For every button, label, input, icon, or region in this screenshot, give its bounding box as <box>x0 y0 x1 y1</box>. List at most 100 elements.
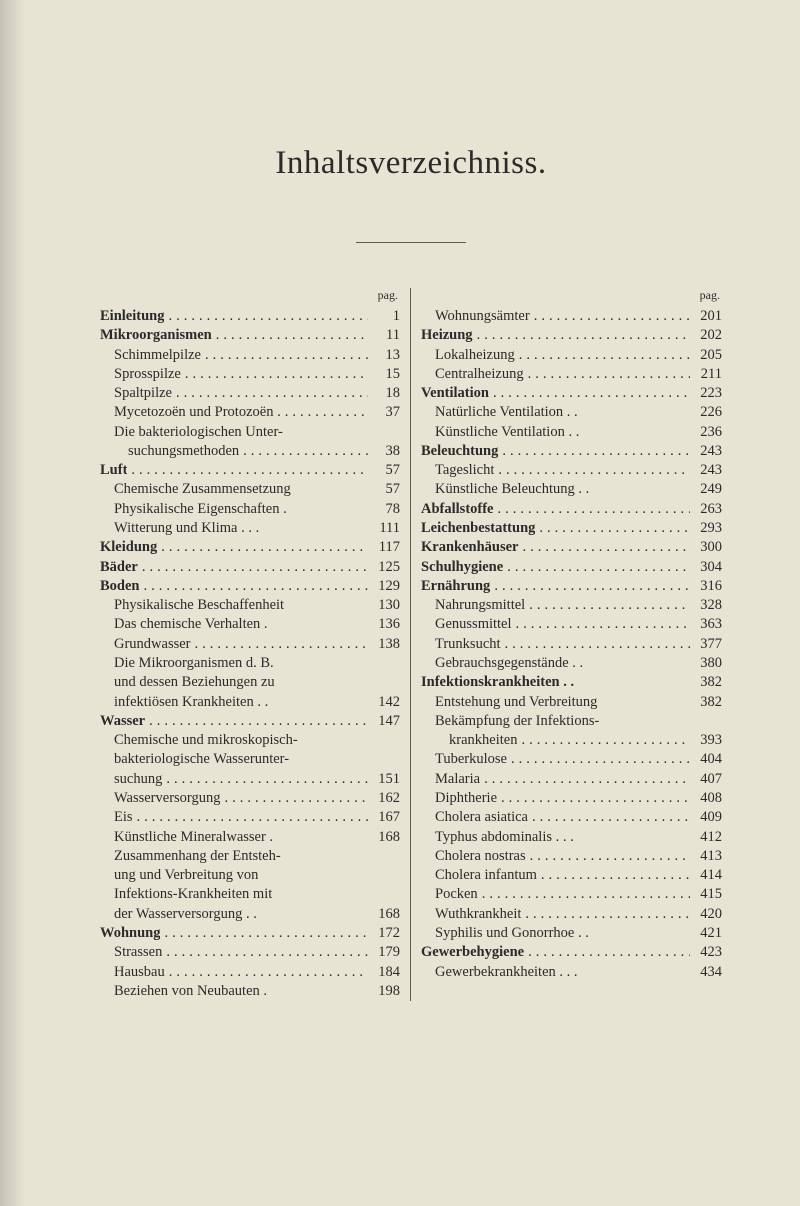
toc-entry-page: 226 <box>690 403 722 422</box>
toc-entry: Centralheizung 211 <box>421 365 722 384</box>
toc-entry-page: 412 <box>690 828 722 847</box>
toc-entry: Witterung und Klima . . .111 <box>100 519 400 538</box>
toc-entry: Ventilation223 <box>421 384 722 403</box>
toc-entry: der Wasserversorgung . .168 <box>100 905 400 924</box>
toc-entry-page: 380 <box>690 654 722 673</box>
toc-column-right: pag. Wohnungsämter201Heizung202Lokalheiz… <box>411 288 722 1001</box>
toc-entry: Eis167 <box>100 808 400 827</box>
toc-entry-page: 223 <box>690 384 722 403</box>
toc-entry: Mycetozoën und Protozoën .37 <box>100 403 400 422</box>
toc-entry-label: Malaria <box>435 770 480 789</box>
toc-entry: Die Mikroorganismen d. B. <box>100 654 400 673</box>
toc-entry-label: Künstliche Beleuchtung . . <box>435 480 589 499</box>
toc-entry-label: Natürliche Ventilation . . <box>435 403 578 422</box>
toc-entry-label: Krankenhäuser <box>421 538 519 557</box>
toc-entry-label: Witterung und Klima . . . <box>114 519 259 538</box>
toc-entry-page: 168 <box>368 905 400 924</box>
toc-leader-dots <box>140 577 369 596</box>
toc-entry-page: 184 <box>368 963 400 982</box>
toc-entry-label: Spaltpilze <box>114 384 172 403</box>
toc-leader-dots <box>473 326 690 345</box>
toc-entry-page: 377 <box>690 635 722 654</box>
toc-entry: Ernährung316 <box>421 577 722 596</box>
toc-leader-dots <box>498 442 690 461</box>
toc-entry-label: Gebrauchsgegenstände . . <box>435 654 583 673</box>
toc-leader-dots <box>165 963 368 982</box>
toc-leader-dots <box>478 885 690 904</box>
toc-entry-label: ung und Verbreitung von <box>114 866 258 885</box>
toc-leader-dots <box>138 558 368 577</box>
toc-entry: Chemische und mikroskopisch- <box>100 731 400 750</box>
toc-entry-label: Bäder <box>100 558 138 577</box>
toc-entry: Künstliche Ventilation . .236 <box>421 423 722 442</box>
toc-column-left: pag. Einleitung1Mikroorganismen11Schimme… <box>100 288 411 1001</box>
toc-entry-label: Physikalische Beschaffenheit <box>114 596 284 615</box>
toc-entry-label: Strassen <box>114 943 162 962</box>
toc-entry-page: 136 <box>368 615 400 634</box>
toc-entry-label: Heizung <box>421 326 473 345</box>
toc-entry-label: Leichenbestattung <box>421 519 535 538</box>
toc-entry-label: Wasser <box>100 712 145 731</box>
toc-entry-label: Centralheizung <box>435 365 524 384</box>
toc-entry-page: 130 <box>368 596 400 615</box>
toc-entry: Leichenbestattung293 <box>421 519 722 538</box>
toc-entry-page: 408 <box>690 789 722 808</box>
toc-leader-dots <box>145 712 368 731</box>
toc-entry-page: 172 <box>368 924 400 943</box>
toc-entry: Zusammenhang der Entsteh- <box>100 847 400 866</box>
toc-leader-dots <box>220 789 368 808</box>
toc-entry-page: 407 <box>690 770 722 789</box>
toc-entry: Gewerbekrankheiten . . .434 <box>421 963 722 982</box>
toc-entry: ung und Verbreitung von <box>100 866 400 885</box>
toc-leader-dots <box>133 808 368 827</box>
toc-entry: Tuberkulose404 <box>421 750 722 769</box>
toc-entry: und dessen Beziehungen zu <box>100 673 400 692</box>
toc-leader-dots <box>494 461 690 480</box>
toc-entry-page: 243 <box>690 461 722 480</box>
toc-entry: bakteriologische Wasserunter- <box>100 750 400 769</box>
toc-entry: Krankenhäuser300 <box>421 538 722 557</box>
toc-entry-page: 117 <box>368 538 400 557</box>
toc-entry: Malaria 407 <box>421 770 722 789</box>
toc-entry: Cholera asiatica409 <box>421 808 722 827</box>
toc-entry: Künstliche Mineralwasser . 168 <box>100 828 400 847</box>
toc-entry-label: Künstliche Mineralwasser . <box>114 828 273 847</box>
toc-leader-dots <box>526 847 690 866</box>
toc-leader-dots <box>160 924 368 943</box>
toc-entry-page: 167 <box>368 808 400 827</box>
toc-entry: Natürliche Ventilation . . 226 <box>421 403 722 422</box>
title-divider <box>356 242 466 243</box>
toc-entry-label: Cholera asiatica <box>435 808 528 827</box>
toc-entry-label: Künstliche Ventilation . . <box>435 423 579 442</box>
toc-entry: Entstehung und Verbreitung382 <box>421 693 722 712</box>
toc-entry: Cholera nostras413 <box>421 847 722 866</box>
toc-entry-page: 147 <box>368 712 400 731</box>
toc-entry: Gebrauchsgegenstände . . 380 <box>421 654 722 673</box>
toc-entry-label: und dessen Beziehungen zu <box>114 673 275 692</box>
toc-entry-page: 211 <box>690 365 722 384</box>
toc-entry-label: Hausbau <box>114 963 165 982</box>
toc-leader-dots <box>524 365 690 384</box>
toc-entry-label: Einleitung <box>100 307 164 326</box>
toc-entry: Beziehen von Neubauten .198 <box>100 982 400 1001</box>
toc-leader-dots <box>494 500 691 519</box>
toc-leader-dots <box>164 307 368 326</box>
toc-entry-label: krankheiten <box>449 731 517 750</box>
toc-entry-label: Lokalheizung <box>435 346 515 365</box>
toc-leader-dots <box>521 905 690 924</box>
toc-entry: Trunksucht377 <box>421 635 722 654</box>
toc-entry: Schimmelpilze13 <box>100 346 400 365</box>
toc-entry-label: Ernährung <box>421 577 490 596</box>
toc-entry-label: Cholera nostras <box>435 847 526 866</box>
toc-entry-label: Typhus abdominalis . . . <box>435 828 574 847</box>
toc-entry-label: Genussmittel <box>435 615 512 634</box>
toc-entry: Heizung202 <box>421 326 722 345</box>
toc-entry-page: 168 <box>368 828 400 847</box>
toc-entry: suchung151 <box>100 770 400 789</box>
toc-entry-label: Abfallstoffe <box>421 500 494 519</box>
toc-entry: Infektions-Krankheiten mit <box>100 885 400 904</box>
toc-leader-dots <box>201 346 368 365</box>
toc-entry-page: 18 <box>368 384 400 403</box>
toc-entry-label: Wohnung <box>100 924 160 943</box>
toc-entry-label: Zusammenhang der Entsteh- <box>114 847 281 866</box>
